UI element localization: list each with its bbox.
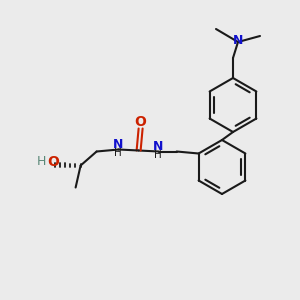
Text: H: H: [154, 151, 161, 160]
Text: O: O: [48, 155, 60, 170]
Text: H: H: [114, 148, 122, 158]
Text: N: N: [112, 138, 123, 151]
Text: N: N: [152, 140, 163, 153]
Text: H: H: [37, 155, 46, 168]
Text: N: N: [233, 34, 243, 47]
Text: O: O: [135, 116, 147, 130]
